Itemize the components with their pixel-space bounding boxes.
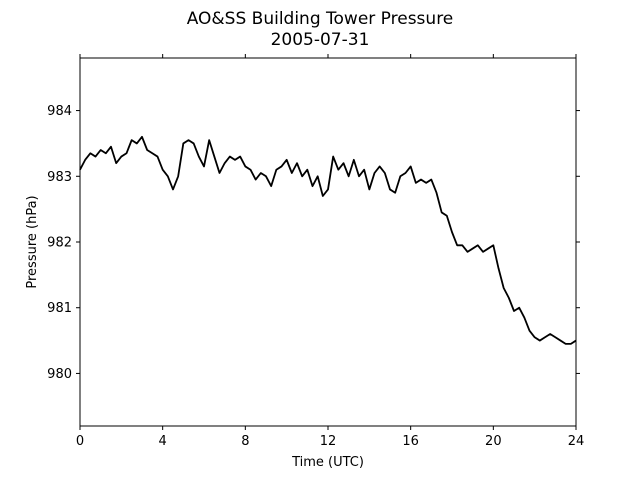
x-tick-label-2: 8: [241, 434, 249, 449]
pressure-series-line: [79, 135, 577, 345]
chart-subtitle: 2005-07-31: [271, 30, 370, 50]
y-axis-label: Pressure (hPa): [25, 195, 40, 288]
y-tick-label-3: 983: [47, 170, 72, 185]
y-axis: 980 981 982 983 984: [47, 104, 580, 382]
y-tick-label-0: 980: [47, 367, 72, 382]
x-axis: 0 4 8 12 16 20 24: [76, 54, 584, 449]
chart-title: AO&SS Building Tower Pressure: [187, 9, 454, 29]
plot-area: 0 4 8 12 16 20 24 980 981 982 983 984: [47, 54, 584, 449]
x-axis-label: Time (UTC): [291, 455, 364, 470]
y-tick-label-1: 981: [47, 301, 72, 316]
x-tick-label-6: 24: [568, 434, 585, 449]
x-tick-label-3: 12: [320, 434, 337, 449]
y-tick-label-4: 984: [47, 104, 72, 119]
x-tick-label-4: 16: [402, 434, 419, 449]
x-tick-label-1: 4: [159, 434, 167, 449]
x-tick-label-0: 0: [76, 434, 84, 449]
y-tick-label-2: 982: [47, 236, 72, 251]
x-tick-label-5: 20: [485, 434, 502, 449]
plot-frame: [79, 57, 577, 427]
